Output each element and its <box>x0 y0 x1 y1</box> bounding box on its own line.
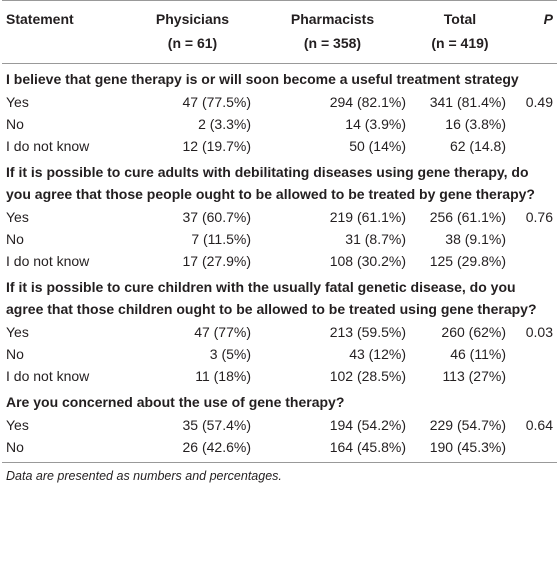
cell: 213 (59.5%) <box>329 324 406 340</box>
answer-row: I do not know 12 (19.7%) 50 (14%) 62 (14.8) <box>2 135 557 157</box>
cell: 294 (82.1%) <box>329 94 406 110</box>
answer-label: I do not know <box>6 253 90 269</box>
cell <box>510 250 557 272</box>
results-table: Statement Physicians (n = 61) Pharmacists (n… <box>2 0 557 463</box>
cell <box>510 228 557 250</box>
header-label: Physicians <box>155 11 230 27</box>
cell: 11 (18%) <box>195 368 251 384</box>
cell <box>510 343 557 365</box>
cell: 37 (60.7%) <box>182 209 251 225</box>
answer-row: No 3 (5%) 43 (12%) 46 (11%) <box>2 343 557 365</box>
cell <box>510 113 557 135</box>
answer-label: Yes <box>6 324 29 340</box>
cell: 219 (61.1%) <box>329 209 406 225</box>
cell: 26 (42.6%) <box>182 439 251 455</box>
question: I believe that gene therapy is or will s… <box>6 71 519 87</box>
answer-label: I do not know <box>6 138 90 154</box>
column-header: Total (n = 419) <box>410 1 510 64</box>
cell: 0.03 <box>525 324 553 340</box>
cell: 47 (77%) <box>194 324 251 340</box>
answer-row: Yes 47 (77.5%) 294 (82.1%) 341 (81.4%) 0.49 <box>2 91 557 113</box>
cell: 14 (3.9%) <box>345 116 406 132</box>
cell: 2 (3.3%) <box>198 116 251 132</box>
cell: 7 (11.5%) <box>191 231 251 247</box>
cell: 47 (77.5%) <box>182 94 251 110</box>
cell: 0.76 <box>525 209 553 225</box>
answer-row: Yes 35 (57.4%) 194 (54.2%) 229 (54.7%) 0.64 <box>2 414 557 436</box>
answer-row: I do not know 17 (27.9%) 108 (30.2%) 125 (2… <box>2 250 557 272</box>
cell: 46 (11%) <box>450 346 506 362</box>
column-header: Statement <box>2 1 130 64</box>
cell: 0.49 <box>525 94 553 110</box>
cell: 3 (5%) <box>209 346 251 362</box>
cell: 62 (14.8) <box>449 138 506 154</box>
question-row: I believe that gene therapy is or will s… <box>2 64 557 92</box>
cell: 102 (28.5%) <box>329 368 406 384</box>
question-row: If it is possible to cure adults with de… <box>2 157 557 206</box>
question: If it is possible to cure children with … <box>6 279 537 317</box>
cell: 164 (45.8%) <box>329 439 406 455</box>
table-header: Statement Physicians (n = 61) Pharmacists (n… <box>2 0 557 64</box>
answer-row: Yes 37 (60.7%) 219 (61.1%) 256 (61.1%) 0.76 <box>2 206 557 228</box>
question: Are you concerned about the use of gene … <box>6 394 345 410</box>
cell: 35 (57.4%) <box>182 417 251 433</box>
cell <box>510 436 557 463</box>
cell: 256 (61.1%) <box>429 209 506 225</box>
column-header: Physicians (n = 61) <box>130 1 255 64</box>
header-n: (n = 61) <box>167 35 218 51</box>
cell: 194 (54.2%) <box>329 417 406 433</box>
table-note: Data are presented as numbers and percen… <box>6 469 282 483</box>
question-row: If it is possible to cure children with … <box>2 272 557 321</box>
answer-label: I do not know <box>6 368 90 384</box>
cell: 260 (62%) <box>441 324 506 340</box>
cell <box>510 135 557 157</box>
cell: 190 (45.3%) <box>429 439 506 455</box>
answer-label: No <box>6 231 24 247</box>
question: If it is possible to cure adults with de… <box>6 164 535 202</box>
cell: 31 (8.7%) <box>345 231 406 247</box>
cell: 113 (27%) <box>442 368 506 384</box>
answer-row: I do not know 11 (18%) 102 (28.5%) 113 (27%… <box>2 365 557 387</box>
answer-label: No <box>6 116 24 132</box>
header-label: Pharmacists <box>290 11 375 27</box>
answer-label: Yes <box>6 417 29 433</box>
cell: 50 (14%) <box>349 138 406 154</box>
answer-label: No <box>6 346 24 362</box>
header-n: (n = 419) <box>431 35 489 51</box>
cell: 16 (3.8%) <box>445 116 506 132</box>
cell <box>510 365 557 387</box>
question-row: Are you concerned about the use of gene … <box>2 387 557 414</box>
cell: 43 (12%) <box>349 346 406 362</box>
table-body: I believe that gene therapy is or will s… <box>2 64 557 463</box>
cell: 17 (27.9%) <box>182 253 251 269</box>
cell: 108 (30.2%) <box>329 253 406 269</box>
cell: 125 (29.8%) <box>429 253 506 269</box>
cell: 0.64 <box>525 417 553 433</box>
cell: 229 (54.7%) <box>429 417 506 433</box>
cell: 38 (9.1%) <box>445 231 506 247</box>
column-header: Pharmacists (n = 358) <box>255 1 410 64</box>
answer-row: No 2 (3.3%) 14 (3.9%) 16 (3.8%) <box>2 113 557 135</box>
answer-label: Yes <box>6 209 29 225</box>
answer-row: No 26 (42.6%) 164 (45.8%) 190 (45.3%) <box>2 436 557 463</box>
header-label: Statement <box>6 11 74 27</box>
answer-row: Yes 47 (77%) 213 (59.5%) 260 (62%) 0.03 <box>2 321 557 343</box>
answer-label: No <box>6 439 24 455</box>
header-row: Statement Physicians (n = 61) Pharmacists (n… <box>2 0 557 64</box>
header-label: P <box>543 11 553 27</box>
header-n: (n = 358) <box>303 35 362 51</box>
cell: 12 (19.7%) <box>182 138 251 154</box>
cell: 341 (81.4%) <box>429 94 506 110</box>
column-header: P <box>510 1 557 64</box>
header-label: Total <box>443 11 477 27</box>
answer-row: No 7 (11.5%) 31 (8.7%) 38 (9.1%) <box>2 228 557 250</box>
answer-label: Yes <box>6 94 29 110</box>
